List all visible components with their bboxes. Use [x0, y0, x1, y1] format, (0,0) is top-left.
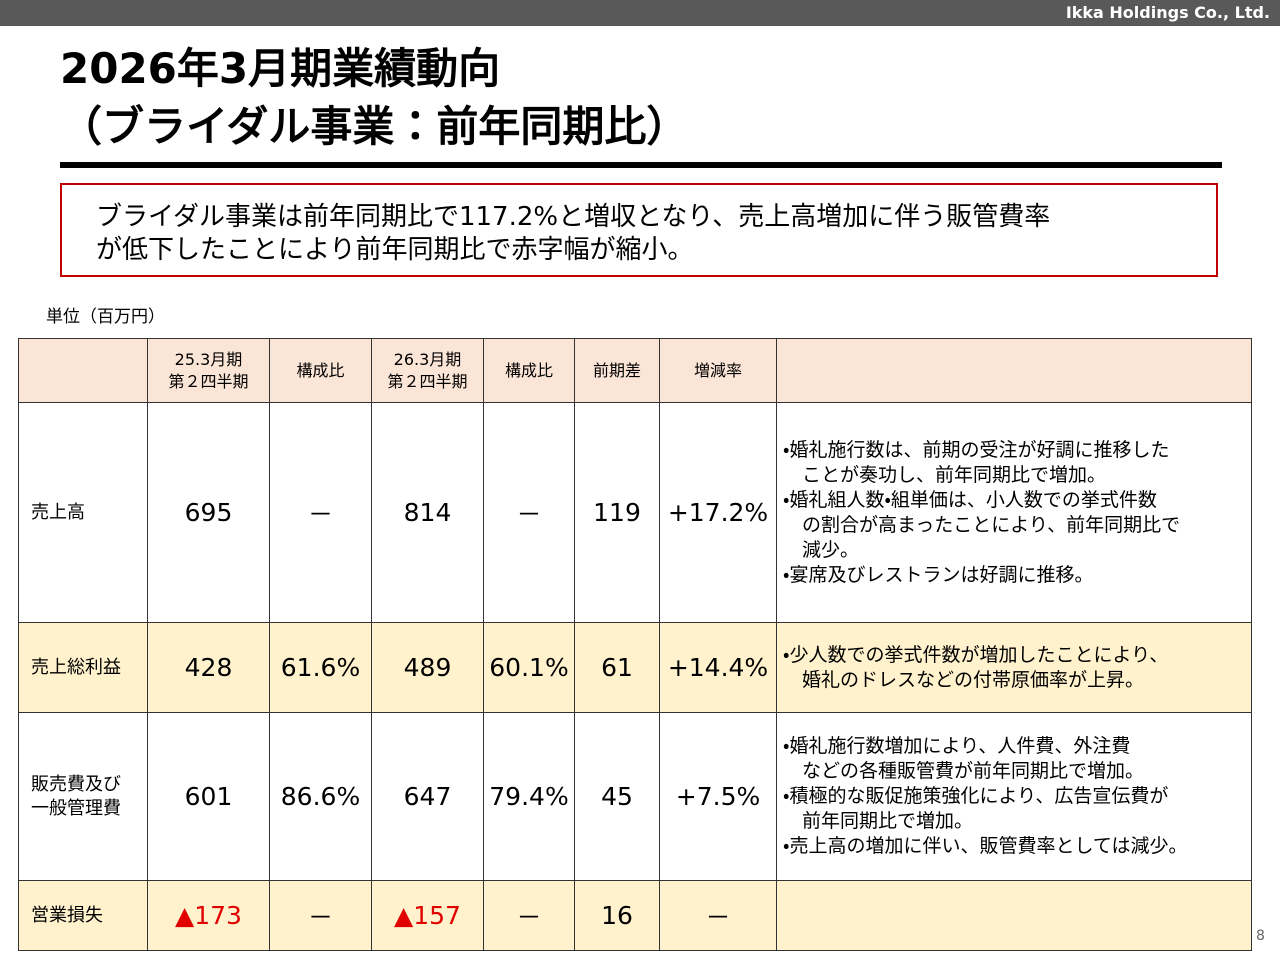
row-label-text: 売上高 [31, 501, 85, 523]
page-number: 8 [1256, 928, 1265, 944]
value-cell: 86.6% [269, 712, 372, 881]
summary-box: ブライダル事業は前年同期比で117.2%と増収となり、売上高増加に伴う販管費率が… [60, 183, 1218, 277]
value-cell: － [659, 880, 777, 951]
header-text: 第２四半期 [168, 371, 249, 391]
company-name: Ikka Holdings Co., Ltd. [1065, 3, 1270, 22]
row-label: 営業損失 [18, 880, 148, 951]
title: 2026年3月期業績動向 （ブライダル事業：前年同期比） [60, 40, 688, 156]
notes-cell: ・婚礼施行数増加により、人件費、外注費などの各種販管費が前年同期比で増加。・積極… [776, 712, 1252, 881]
table-row: 販売費及び 一般管理費 601 86.6% 647 79.4% 45 +7.5% ・婚礼施行数増… [18, 712, 1252, 881]
note-line: ・少人数での挙式件数が増加したことにより、 [783, 643, 1169, 666]
header-text: 増減率 [693, 360, 742, 380]
note-line: ・売上高の増加に伴い、販管費率としては減少。 [783, 835, 1188, 857]
header-cell: 25.3月期 第２四半期 [147, 338, 270, 403]
header-cell [18, 338, 148, 403]
value-cell: 647 [371, 712, 484, 881]
value-cell: 601 [147, 712, 270, 881]
results-table: 25.3月期 第２四半期 構成比 26.3月期 第２四半期 構成比 前期差 増減率 売上高 695… [18, 338, 1252, 951]
header-cell: 前期差 [574, 338, 660, 403]
note-line: ことが奏功し、前年同期比で増加。 [802, 463, 1107, 486]
top-bar: Ikka Holdings Co., Ltd. [0, 0, 1280, 26]
value-cell: +7.5% [659, 712, 777, 881]
table-row: 売上高 695 － 814 － 119 +17.2% ・婚礼施行数は、前期の受注が好調に推移し… [18, 402, 1252, 623]
row-label-text: 一般管理費 [31, 797, 121, 819]
note-line: 前年同期比で増加。 [802, 810, 974, 832]
note-line: ・婚礼施行数増加により、人件費、外注費 [783, 735, 1131, 757]
value-cell: － [269, 880, 372, 951]
value-cell: ▲173 [147, 880, 270, 951]
header-text: 25.3月期 [174, 349, 243, 369]
value-cell: 695 [147, 402, 270, 623]
header-text: 26.3月期 [393, 349, 462, 369]
value-cell: +14.4% [659, 622, 777, 713]
value-cell: 61.6% [269, 622, 372, 713]
value-cell: － [269, 402, 372, 623]
header-text: 構成比 [504, 360, 553, 380]
value-cell: － [483, 402, 575, 623]
row-label: 販売費及び 一般管理費 [18, 712, 148, 881]
value-cell: +17.2% [659, 402, 777, 623]
value-cell: ▲157 [371, 880, 484, 951]
header-cell: 増減率 [659, 338, 777, 403]
notes-cell [776, 880, 1252, 951]
summary-line: ブライダル事業は前年同期比で117.2%と増収となり、売上高増加に伴う販管費率 [96, 202, 1051, 232]
value-cell: 489 [371, 622, 484, 713]
note-line: ・宴席及びレストランは好調に推移。 [783, 563, 1094, 586]
value-cell: － [483, 880, 575, 951]
note-line: の割合が高まったことにより、前年同期比で [802, 513, 1181, 536]
header-text: 第２四半期 [387, 371, 468, 391]
summary-line: が低下したことにより前年同期比で赤字幅が縮小。 [96, 235, 694, 265]
header-cell: 構成比 [483, 338, 575, 403]
row-label-text: 営業損失 [31, 904, 103, 926]
row-label-text: 売上総利益 [31, 656, 121, 678]
header-cell [776, 338, 1252, 403]
table-row: 営業損失 ▲173 － ▲157 － 16 － [18, 880, 1252, 951]
note-line: ・婚礼組人数・組単価は、小人数での挙式件数 [783, 488, 1157, 511]
row-label: 売上総利益 [18, 622, 148, 713]
note-line: 婚礼のドレスなどの付帯原価率が上昇。 [802, 668, 1145, 691]
value-cell: 119 [574, 402, 660, 623]
header-cell: 26.3月期 第２四半期 [371, 338, 484, 403]
note-line: ・積極的な販促施策強化により、広告宣伝費が [783, 785, 1169, 807]
value-cell: 814 [371, 402, 484, 623]
header-text: 前期差 [592, 360, 641, 380]
value-cell: 45 [574, 712, 660, 881]
note-line: ・婚礼施行数は、前期の受注が好調に推移した [783, 438, 1170, 461]
unit-label: 単位（百万円） [46, 307, 165, 327]
value-cell: 79.4% [483, 712, 575, 881]
title-line: （ブライダル事業：前年同期比） [60, 102, 689, 151]
value-cell: 16 [574, 880, 660, 951]
table-row: 売上総利益 428 61.6% 489 60.1% 61 +14.4% ・少人数での挙式件数が… [18, 622, 1252, 713]
row-label: 売上高 [18, 402, 148, 623]
note-line: 減少。 [802, 538, 860, 561]
value-cell: 428 [147, 622, 270, 713]
title-rule [60, 162, 1222, 168]
header-row: 25.3月期 第２四半期 構成比 26.3月期 第２四半期 構成比 前期差 増減率 [18, 338, 1252, 403]
header-cell: 構成比 [269, 338, 372, 403]
notes-cell: ・婚礼施行数は、前期の受注が好調に推移した ことが奏功し、前年同期比で増加。 ・婚礼… [776, 402, 1252, 623]
note-line: などの各種販管費が前年同期比で増加。 [802, 760, 1145, 782]
title-line: 2026年3月期業績動向 [60, 44, 501, 93]
header-text: 構成比 [296, 360, 345, 380]
value-cell: 60.1% [483, 622, 575, 713]
notes-cell: ・少人数での挙式件数が増加したことにより、 婚礼のドレスなどの付帯原価率が上昇。 [776, 622, 1252, 713]
row-label-text: 販売費及び [31, 773, 121, 795]
value-cell: 61 [574, 622, 660, 713]
